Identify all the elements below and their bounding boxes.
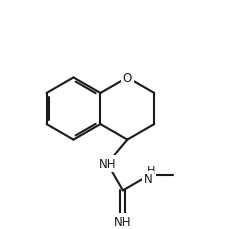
Text: NH: NH	[99, 157, 116, 170]
Text: O: O	[123, 72, 132, 85]
Text: H: H	[147, 165, 155, 175]
Text: NH: NH	[114, 215, 132, 228]
Text: N: N	[144, 172, 152, 185]
